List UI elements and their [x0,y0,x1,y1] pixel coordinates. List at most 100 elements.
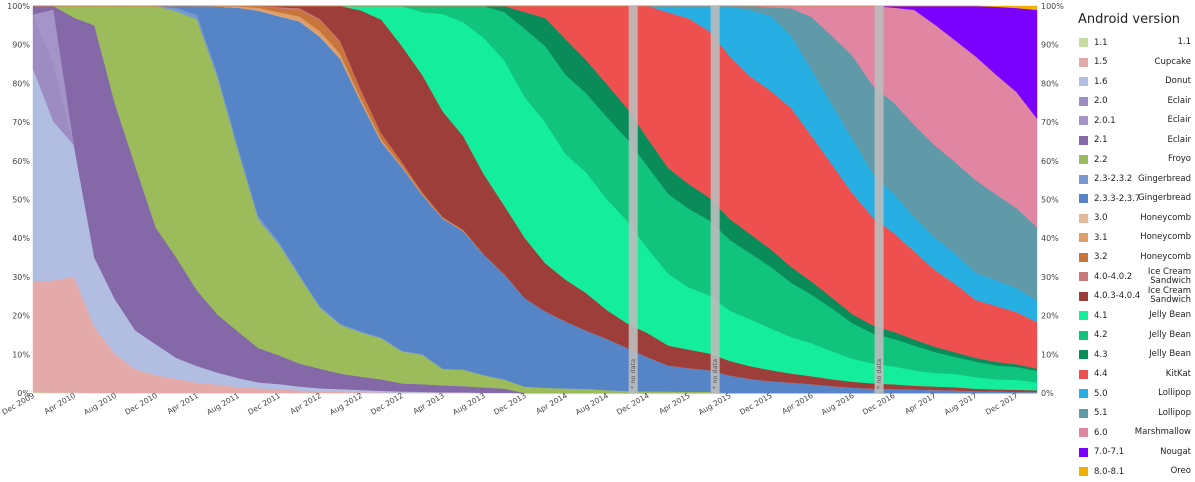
legend-entry: 2.0 Eclair [1075,92,1193,112]
legend-entry: 1.1 1.1 [1075,33,1193,53]
legend-entry: 2.0.1 Eclair [1075,111,1193,131]
x-tick-label: Apr 2012 [289,391,324,416]
legend-swatch [1079,369,1088,379]
legend-version: 4.4 [1094,369,1108,380]
legend-swatch [1079,194,1088,204]
legend-version: 2.2 [1094,154,1108,165]
legend-swatch [1079,408,1088,418]
no-data-label: * no data [875,359,883,389]
legend-swatch [1079,233,1088,243]
legend-entry: 3.1 Honeycomb [1075,228,1193,248]
x-tick-label: Apr 2011 [166,391,201,416]
legend-codename: KitKat [1165,368,1191,379]
y-tick-label: 50% [1041,196,1059,205]
legend-codename: 1.1 [1177,37,1191,48]
y-tick-label: 10% [12,350,30,359]
y-tick-label: 40% [1041,234,1059,243]
legend-swatch [1079,174,1088,184]
legend-swatch [1079,467,1088,477]
legend-codename: Oreo [1170,466,1191,477]
y-tick-label: 50% [12,196,30,205]
x-tick-label: Apr 2013 [411,391,446,416]
legend-swatch [1079,330,1088,340]
legend-entry: 4.4 KitKat [1075,365,1193,385]
legend-entry: 7.0-7.1 Nougat [1075,443,1193,463]
legend-entry: 5.0 Lollipop [1075,384,1193,404]
legend-codename: Lollipop [1158,388,1191,399]
x-tick-label: Aug 2014 [574,391,610,417]
legend-entry: 2.3-2.3.2 Gingerbread [1075,170,1193,190]
legend-codename: Eclair [1167,95,1191,106]
legend-codename: Honeycomb [1140,232,1191,243]
legend-codename: Gingerbread [1138,193,1191,204]
x-tick-label: Apr 2016 [780,391,815,416]
legend-codename: Donut [1165,76,1191,87]
area-8-0-8-1 [33,5,1038,11]
y-axis-right: 0% 10% 20% 30% 40% 50% 60% 70% 80% 90% 100% [1041,2,1064,398]
legend-swatch [1079,96,1088,106]
y-tick-label: 0% [17,389,30,398]
legend-codename: Ice Cream Sandwich [1147,266,1191,286]
legend-version: 4.1 [1094,310,1108,321]
x-tick-label: Apr 2010 [43,391,78,416]
legend-version: 7.0-7.1 [1094,447,1125,458]
x-tick-label: Dec 2014 [615,391,651,417]
legend-codename: Eclair [1167,134,1191,145]
x-tick-label: Dec 2017 [984,391,1020,417]
legend-title: Android version [1078,12,1181,27]
y-tick-label: 10% [1041,350,1059,359]
legend-codename: Gingerbread [1138,173,1191,184]
legend-version: 3.0 [1094,213,1108,224]
legend-version: 2.1 [1094,135,1108,146]
legend-entry: 6.0 Marshmallow [1075,423,1193,443]
y-tick-label: 30% [12,273,30,282]
legend-entry: 8.0-8.1 Oreo [1075,462,1193,482]
x-tick-label: Aug 2013 [451,391,487,417]
x-tick-label: Aug 2017 [943,391,979,417]
legend-entry: 1.5 Cupcake [1075,53,1193,73]
legend-swatch [1079,291,1088,301]
legend-swatch [1079,116,1088,126]
y-tick-label: 30% [1041,273,1059,282]
legend-entries: 1.1 1.1 1.5 Cupcake 1.6 Donut 2.0 Eclair 2.0.1 Ec… [1075,33,1193,482]
legend-swatch [1079,350,1088,360]
legend-version: 4.0-4.0.2 [1094,271,1133,282]
y-tick-label: 70% [1041,118,1059,127]
y-tick-label: 60% [1041,157,1059,166]
no-data-band [874,6,884,393]
x-tick-label: Dec 2016 [861,391,897,417]
legend-swatch [1079,311,1088,321]
x-tick-label: Aug 2015 [697,391,733,417]
legend-entry: 4.0.3-4.0.4 Ice Cream Sandwich [1075,287,1193,307]
legend-version: 1.1 [1094,37,1108,48]
y-tick-label: 20% [12,312,30,321]
no-data-band [710,6,720,393]
x-tick-label: Dec 2012 [369,391,405,417]
legend-entry: 4.2 Jelly Bean [1075,326,1193,346]
x-tick-label: Aug 2010 [82,391,118,417]
no-data-label: * no data [629,359,637,389]
legend-codename: Cupcake [1154,56,1191,67]
legend-version: 5.0 [1094,388,1108,399]
y-tick-label: 0% [1041,389,1054,398]
legend-swatch [1079,57,1088,67]
x-tick-label: Aug 2011 [205,391,241,417]
y-tick-label: 80% [1041,79,1059,88]
legend-version: 2.0 [1094,96,1108,107]
legend-swatch [1079,135,1088,145]
y-tick-label: 100% [7,2,30,11]
y-tick-label: 20% [1041,312,1059,321]
y-tick-label: 70% [12,118,30,127]
legend-entry: 4.3 Jelly Bean [1075,345,1193,365]
legend-codename: Honeycomb [1140,212,1191,223]
legend-codename: Marshmallow [1134,427,1191,438]
legend-version: 4.0.3-4.0.4 [1094,291,1141,302]
legend-entry: 5.1 Lollipop [1075,404,1193,424]
legend-version: 3.2 [1094,252,1108,263]
legend-version: 8.0-8.1 [1094,466,1125,477]
x-tick-label: Dec 2015 [738,391,774,417]
legend-version: 4.2 [1094,330,1108,341]
x-tick-label: Aug 2016 [820,391,856,417]
no-data-band [628,6,638,393]
legend-entry: 1.6 Donut [1075,72,1193,92]
